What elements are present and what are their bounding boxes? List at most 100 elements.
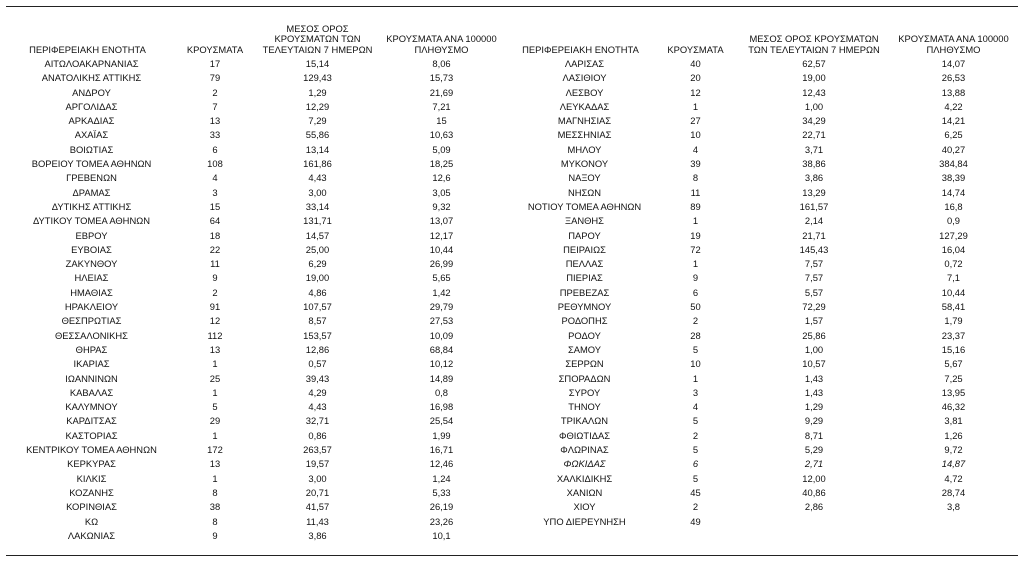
right-row-per100k: 10,44 [941,286,966,298]
right-row-cases: 27 [690,115,701,127]
left-row-region: ΗΡΑΚΛΕΙΟΥ [64,301,119,313]
right-row-per100k: 46,32 [941,401,966,413]
left-row-avg7: 4,43 [308,172,327,184]
left-row-per100k: 7,21 [432,100,451,112]
right-row-per100k: 23,37 [941,329,966,341]
left-row-per100k: 21,69 [429,86,454,98]
left-row-per100k: 1,24 [432,472,451,484]
right-row-cases: 8 [692,172,699,184]
right-row-per100k: 3,8 [946,501,961,513]
right-row-region: ΦΩΚΙΔΑΣ [563,458,606,470]
right-row-per100k: 28,74 [941,486,966,498]
header-cases-right: ΚΡΟΥΣΜΑΤΑ [667,43,724,55]
left-row-cases: 1 [212,472,218,484]
left-row-region: ΚΙΛΚΙΣ [76,472,107,484]
right-row-cases: 39 [690,158,701,170]
right-row-avg7: 2,71 [804,458,824,470]
left-row-avg7: 7,29 [308,115,327,127]
left-row-per100k: 10,12 [429,358,454,370]
left-row-avg7: 32,71 [305,415,330,427]
right-row-region: ΧΙΟΥ [573,501,596,513]
right-row-cases: 28 [690,329,701,341]
right-row-cases: 4 [692,143,699,155]
right-row-per100k: 4,72 [944,472,963,484]
left-row-per100k: 10,09 [429,329,454,341]
right-row-avg7: 3,71 [804,143,824,155]
left-row-region: ΒΟΙΩΤΙΑΣ [69,143,114,155]
left-row-cases: 108 [207,158,223,170]
left-row-avg7: 20,71 [305,486,330,498]
left-row-avg7: 19,00 [305,272,330,284]
left-row-cases: 2 [212,286,218,298]
right-row-region: ΠΙΕΡΙΑΣ [566,272,603,284]
left-row-region: ΙΚΑΡΙΑΣ [73,358,110,370]
right-row-per100k: 14,74 [941,186,966,198]
right-row-region: ΜΗΛΟΥ [567,143,602,155]
right-row-region: ΣΠΟΡΑΔΩΝ [558,372,611,384]
right-row-avg7: 2,86 [804,501,824,513]
right-row-avg7: 13,29 [802,186,826,198]
left-row-per100k: 15,73 [429,72,454,84]
right-row-avg7: 38,86 [802,158,826,170]
left-row-per100k: 9,32 [432,200,451,212]
left-row-per100k: 1,42 [432,286,451,298]
left-row-cases: 25 [209,372,221,384]
left-row-avg7: 3,00 [308,186,327,198]
right-row-region: ΦΛΩΡΙΝΑΣ [560,444,609,456]
right-row-per100k: 1,26 [944,429,963,441]
right-row-region: ΣΥΡΟΥ [568,386,601,398]
right-row-per100k: 14,07 [941,58,966,69]
left-row-avg7: 15,14 [305,58,330,69]
left-row-per100k: 29,79 [429,301,454,313]
right-row-cases: 1 [692,258,699,270]
left-row-region: ΚΑΣΤΟΡΙΑΣ [65,429,118,441]
left-row-region: ΕΥΒΟΙΑΣ [71,243,112,255]
right-row-region: ΠΕΙΡΑΙΩΣ [563,243,606,255]
left-row-avg7: 263,57 [303,444,332,456]
right-row-avg7: 2,14 [804,215,824,227]
left-row-avg7: 55,86 [305,129,330,141]
left-row-cases: 172 [207,444,223,456]
left-row-region: ΘΗΡΑΣ [75,343,108,355]
left-row-cases: 29 [209,415,221,427]
right-row-region: ΧΑΛΚΙΔΙΚΗΣ [556,472,613,484]
right-row-per100k: 16,04 [941,243,966,255]
left-row-cases: 1 [212,386,218,398]
left-row-region: ΒΟΡΕΙΟΥ ΤΟΜΕΑ ΑΘΗΝΩΝ [31,158,152,170]
right-row-per100k: 1,79 [944,315,963,327]
right-row-region: ΡΟΔΟΠΗΣ [561,315,608,327]
right-row-region: ΠΑΡΟΥ [568,229,601,241]
left-row-cases: 79 [209,72,221,84]
left-row-cases: 6 [212,143,218,155]
left-row-cases: 22 [209,243,221,255]
right-row-cases: 9 [692,272,699,284]
right-row-per100k: 40,27 [941,143,966,155]
cases-table: ΠΕΡΙΦΕΡΕΙΑΚΗ ΕΝΟΤΗΤΑ ΚΡΟΥΣΜΑΤΑ ΜΕΣΟΣ ΟΡΟ… [6,12,1018,543]
left-row-region: ΚΑΒΑΛΑΣ [69,386,114,398]
left-row-region: ΓΡΕΒΕΝΩΝ [66,172,117,184]
left-row-avg7: 33,14 [305,200,330,212]
right-row-cases: 4 [692,401,699,413]
right-row-region: ΛΕΣΒΟΥ [565,86,604,98]
right-row-avg7: 145,43 [799,243,829,255]
left-row-per100k: 12,46 [429,458,454,470]
left-row-avg7: 25,00 [305,243,330,255]
right-row-per100k: 127,29 [939,229,968,241]
right-row-region: ΤΗΝΟΥ [568,401,601,413]
left-row-region: ΘΕΣΣΑΛΟΝΙΚΗΣ [55,329,128,341]
right-row-avg7: 1,00 [804,100,824,112]
left-row-region: ΚΕΡΚΥΡΑΣ [67,458,116,470]
right-row-cases: 5 [692,472,699,484]
left-row-region: ΙΩΑΝΝΙΝΩΝ [65,372,118,384]
right-row-region: ΛΑΡΙΣΑΣ [564,58,605,69]
right-row-cases: 1 [692,100,699,112]
left-row-avg7: 161,86 [303,158,332,170]
right-row-cases: 6 [692,458,699,470]
left-row-cases: 13 [209,343,221,355]
left-row-region: ΔΥΤΙΚΟΥ ΤΟΜΕΑ ΑΘΗΝΩΝ [32,215,151,227]
right-row-avg7: 40,86 [802,486,826,498]
right-row-avg7: 22,71 [802,129,826,141]
right-row-region: ΞΑΝΘΗΣ [565,215,604,227]
right-row-avg7: 72,29 [802,301,826,313]
right-row-per100k: 26,53 [941,72,966,84]
